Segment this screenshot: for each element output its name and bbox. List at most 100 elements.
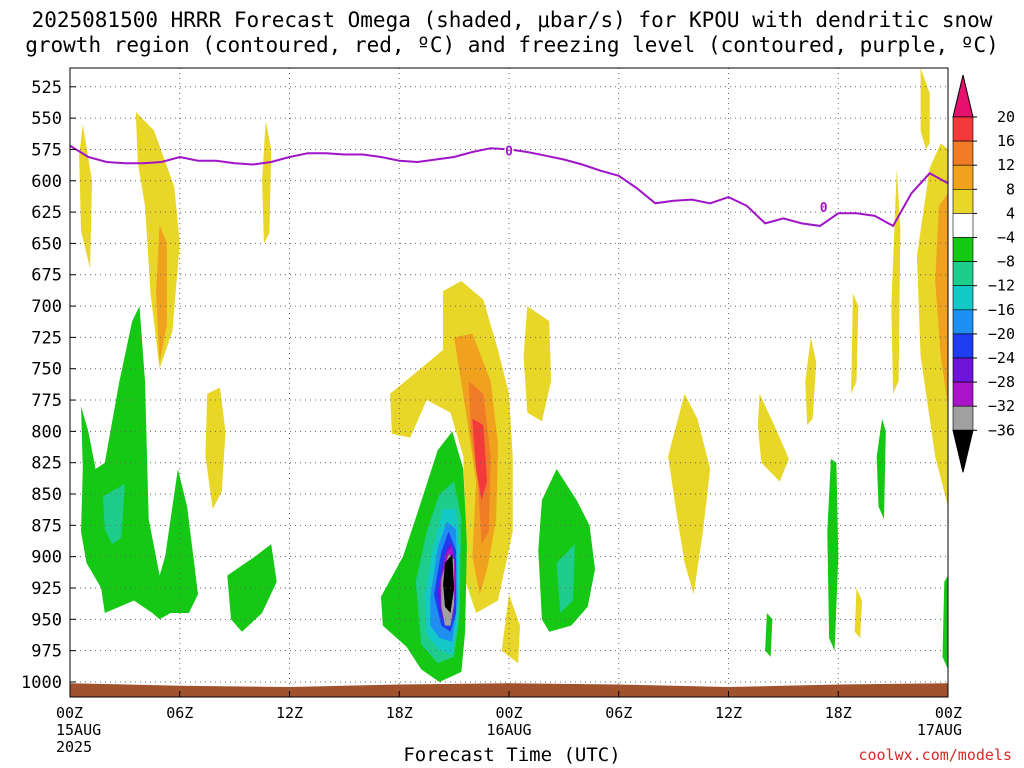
colorbar-label: −20 — [988, 325, 1015, 343]
colorbar-label: 8 — [1006, 180, 1015, 198]
colorbar-label: 4 — [1006, 204, 1015, 222]
y-tick-label: 950 — [31, 610, 62, 630]
omega-region-16 — [891, 168, 901, 394]
omega-region-20 — [81, 306, 198, 620]
y-tick-label: 575 — [31, 140, 62, 160]
x-tick-year: 2025 — [56, 738, 92, 756]
x-tick-date: 16AUG — [486, 721, 531, 739]
y-tick-label: 750 — [31, 360, 62, 380]
y-tick-label: 1000 — [21, 673, 62, 693]
y-axis: 525 550 575 600 625 650 675 700 725 750 775 800 825 8… — [21, 78, 76, 693]
y-tick-label: 600 — [31, 172, 62, 192]
colorbar-label: 20 — [997, 108, 1015, 126]
y-tick-label: 700 — [31, 297, 62, 317]
x-tick-label: 18Z — [825, 704, 852, 722]
colorbar-label: −16 — [988, 301, 1015, 319]
omega-region-12 — [757, 393, 789, 482]
omega-region-10 — [501, 594, 520, 664]
colorbar-label: −36 — [988, 421, 1015, 439]
credit-text: coolwx.com/models — [858, 746, 1012, 764]
y-tick-label: 650 — [31, 234, 62, 254]
omega-region-2 — [156, 224, 167, 363]
colorbar-swatch — [952, 357, 974, 383]
omega-region-3 — [262, 120, 272, 244]
y-tick-label: 625 — [31, 203, 62, 223]
x-tick-label: 18Z — [386, 704, 413, 722]
plot-area — [70, 68, 948, 697]
y-tick-label: 725 — [31, 328, 62, 348]
colorbar-label: −8 — [997, 253, 1015, 271]
omega-region-31 — [443, 554, 455, 613]
omega-region-19 — [935, 193, 948, 407]
omega-region-32 — [538, 469, 595, 632]
omega-region-13 — [805, 337, 817, 426]
colorbar-swatch — [952, 140, 974, 166]
omega-region-11 — [668, 393, 711, 595]
colorbar-bottom-arrow — [952, 429, 974, 473]
colorbar-swatch — [952, 213, 974, 238]
colorbar-swatch — [952, 405, 974, 431]
colorbar-swatch — [952, 116, 974, 142]
x-tick-label: 12Z — [715, 704, 742, 722]
x-tick-label: 06Z — [166, 704, 193, 722]
colorbar-swatch — [952, 189, 974, 214]
omega-region-36 — [876, 418, 886, 520]
omega-region-1 — [135, 111, 180, 369]
omega-region-34 — [765, 613, 773, 657]
omega-region-8 — [472, 418, 488, 501]
omega-shading — [79, 68, 948, 682]
freezing-level-label: 0 — [820, 201, 828, 216]
omega-region-15 — [854, 588, 862, 639]
freezing-level-line — [70, 144, 948, 228]
omega-region-22 — [227, 544, 277, 632]
colorbar-label: −24 — [988, 349, 1015, 367]
colorbar-label: −12 — [988, 277, 1015, 295]
y-tick-label: 800 — [31, 422, 62, 442]
colorbar-label: −4 — [997, 229, 1015, 247]
colorbar-swatch — [952, 285, 974, 311]
omega-region-9 — [523, 306, 552, 422]
x-tick-label: 06Z — [605, 704, 632, 722]
colorbar-swatch — [952, 237, 974, 262]
omega-region-37 — [942, 575, 948, 670]
omega-region-4 — [205, 387, 226, 510]
omega-region-21 — [102, 484, 125, 545]
omega-region-0 — [79, 124, 92, 269]
chart-title-line-2: growth region (contoured, red, ºC) and f… — [25, 33, 999, 57]
y-tick-label: 925 — [31, 579, 62, 599]
x-tick-label: 00Z — [495, 704, 522, 722]
x-tick-label: 12Z — [276, 704, 303, 722]
colorbar-swatch — [952, 309, 974, 335]
colorbar-label: 16 — [997, 132, 1015, 150]
x-axis-label: Forecast Time (UTC) — [403, 744, 621, 766]
y-tick-label: 675 — [31, 266, 62, 286]
y-tick-label: 850 — [31, 485, 62, 505]
colorbar-swatch — [952, 381, 974, 407]
colorbar-swatch — [952, 261, 974, 287]
y-tick-label: 975 — [31, 642, 62, 662]
x-tick-label: 00Z — [56, 704, 83, 722]
colorbar-top-arrow — [952, 74, 974, 118]
y-tick-label: 875 — [31, 516, 62, 536]
chart-title-line-1: 2025081500 HRRR Forecast Omega (shaded, … — [31, 8, 993, 32]
omega-region-14 — [851, 293, 859, 394]
omega-region-35 — [827, 458, 839, 651]
colorbar-swatch — [952, 333, 974, 359]
omega-region-17 — [920, 68, 930, 150]
y-tick-label: 900 — [31, 548, 62, 568]
colorbar-label: 12 — [997, 156, 1015, 174]
colorbar-legend: 20 16 12 8 4 −4 −8 −12 −16 −20 −24 −28 −32 −36 — [952, 74, 1015, 473]
x-tick-date: 17AUG — [917, 721, 962, 739]
omega-region-33 — [556, 544, 575, 613]
y-tick-label: 775 — [31, 391, 62, 411]
colorbar-label: −28 — [988, 373, 1015, 391]
y-tick-label: 525 — [31, 78, 62, 98]
freezing-level-contour: 00 — [70, 143, 948, 228]
colorbar-label: −32 — [988, 397, 1015, 415]
colorbar-swatch — [952, 164, 974, 190]
x-tick-date: 15AUG — [56, 721, 101, 739]
x-tick-label: 00Z — [935, 704, 962, 722]
freezing-level-label: 0 — [505, 145, 513, 160]
